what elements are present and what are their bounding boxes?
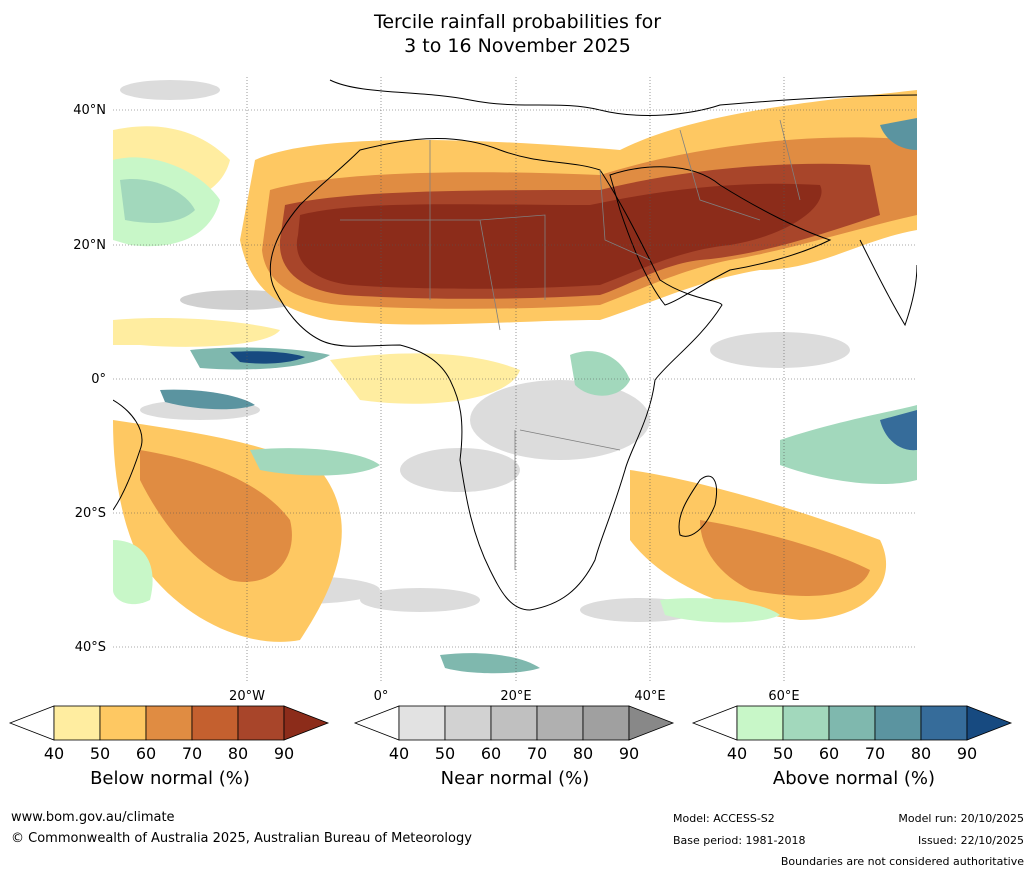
above-tick-label: 40 [726, 744, 748, 763]
near-tick-label: 90 [618, 744, 640, 763]
boundaries-disclaimer: Boundaries are not considered authoritat… [780, 855, 1024, 868]
near-bar-under-extend [353, 705, 400, 741]
issued-date: Issued: 22/10/2025 [917, 834, 1024, 847]
lat-label-20n: 20°N [73, 238, 106, 253]
lon-label-40e: 40°E [634, 689, 666, 704]
graticule [113, 77, 917, 681]
title-line-2: 3 to 16 November 2025 [404, 35, 631, 57]
copyright-text: © Commonwealth of Australia 2025, Austra… [11, 831, 472, 846]
lon-label-20w: 20°W [229, 689, 265, 704]
below-bar-over-extend [283, 705, 330, 741]
below-normal-regions [113, 90, 917, 642]
above-bar-segment [874, 705, 922, 741]
below-tick-label: 80 [227, 744, 249, 763]
below-bar-segment [53, 705, 101, 741]
lat-label-40n: 40°N [73, 103, 106, 118]
near-tick-label: 80 [572, 744, 594, 763]
above-bar-segment [736, 705, 784, 741]
above-normal-title: Above normal (%) [772, 768, 936, 789]
below-bar-segment [99, 705, 147, 741]
below-normal-title: Below normal (%) [90, 768, 250, 789]
below-tick-label: 90 [273, 744, 295, 763]
above-normal-colorbar [691, 705, 1013, 741]
below-bar-segment [237, 705, 285, 741]
base-period: Base period: 1981-2018 [673, 834, 806, 847]
country-borders [340, 119, 801, 570]
above-bar-over-extend [966, 705, 1013, 741]
near-bar-segment [398, 705, 446, 741]
above-bar-segment [828, 705, 876, 741]
below-tick-label: 70 [181, 744, 203, 763]
lat-label-40s: 40°S [74, 640, 106, 655]
model-run-date: Model run: 20/10/2025 [898, 812, 1024, 825]
near-tick-label: 40 [388, 744, 410, 763]
near-normal-title: Near normal (%) [440, 768, 590, 789]
below-bar-segment [145, 705, 193, 741]
lat-label-20s: 20°S [74, 506, 106, 521]
above-bar-under-extend [691, 705, 738, 741]
below-bar-segment [191, 705, 239, 741]
near-bar-segment [582, 705, 630, 741]
title-line-1: Tercile rainfall probabilities for [373, 11, 662, 33]
below-tick-label: 50 [89, 744, 111, 763]
near-bar-segment [536, 705, 584, 741]
above-normal-regions [113, 118, 917, 674]
lon-label-0: 0° [373, 689, 389, 704]
above-tick-label: 50 [772, 744, 794, 763]
near-tick-label: 60 [480, 744, 502, 763]
model-name: Model: ACCESS-S2 [673, 812, 775, 825]
above-tick-label: 60 [818, 744, 840, 763]
near-tick-label: 50 [434, 744, 456, 763]
bom-url[interactable]: www.bom.gov.au/climate [11, 810, 175, 825]
lon-label-60e: 60°E [768, 689, 800, 704]
lon-label-20e: 20°E [500, 689, 532, 704]
below-normal-colorbar [8, 705, 330, 741]
below-tick-label: 60 [135, 744, 157, 763]
above-bar-segment [920, 705, 968, 741]
below-tick-label: 40 [43, 744, 65, 763]
below-bar-under-extend [8, 705, 55, 741]
lat-label-0: 0° [91, 372, 106, 387]
chart-title: Tercile rainfall probabilities for 3 to … [0, 10, 1035, 58]
above-tick-label: 80 [910, 744, 932, 763]
near-tick-label: 70 [526, 744, 548, 763]
above-bar-segment [782, 705, 830, 741]
near-bar-over-extend [628, 705, 675, 741]
coastlines [113, 79, 917, 611]
near-bar-segment [490, 705, 538, 741]
near-normal-colorbar [353, 705, 675, 741]
above-tick-label: 70 [864, 744, 886, 763]
near-bar-segment [444, 705, 492, 741]
above-tick-label: 90 [956, 744, 978, 763]
